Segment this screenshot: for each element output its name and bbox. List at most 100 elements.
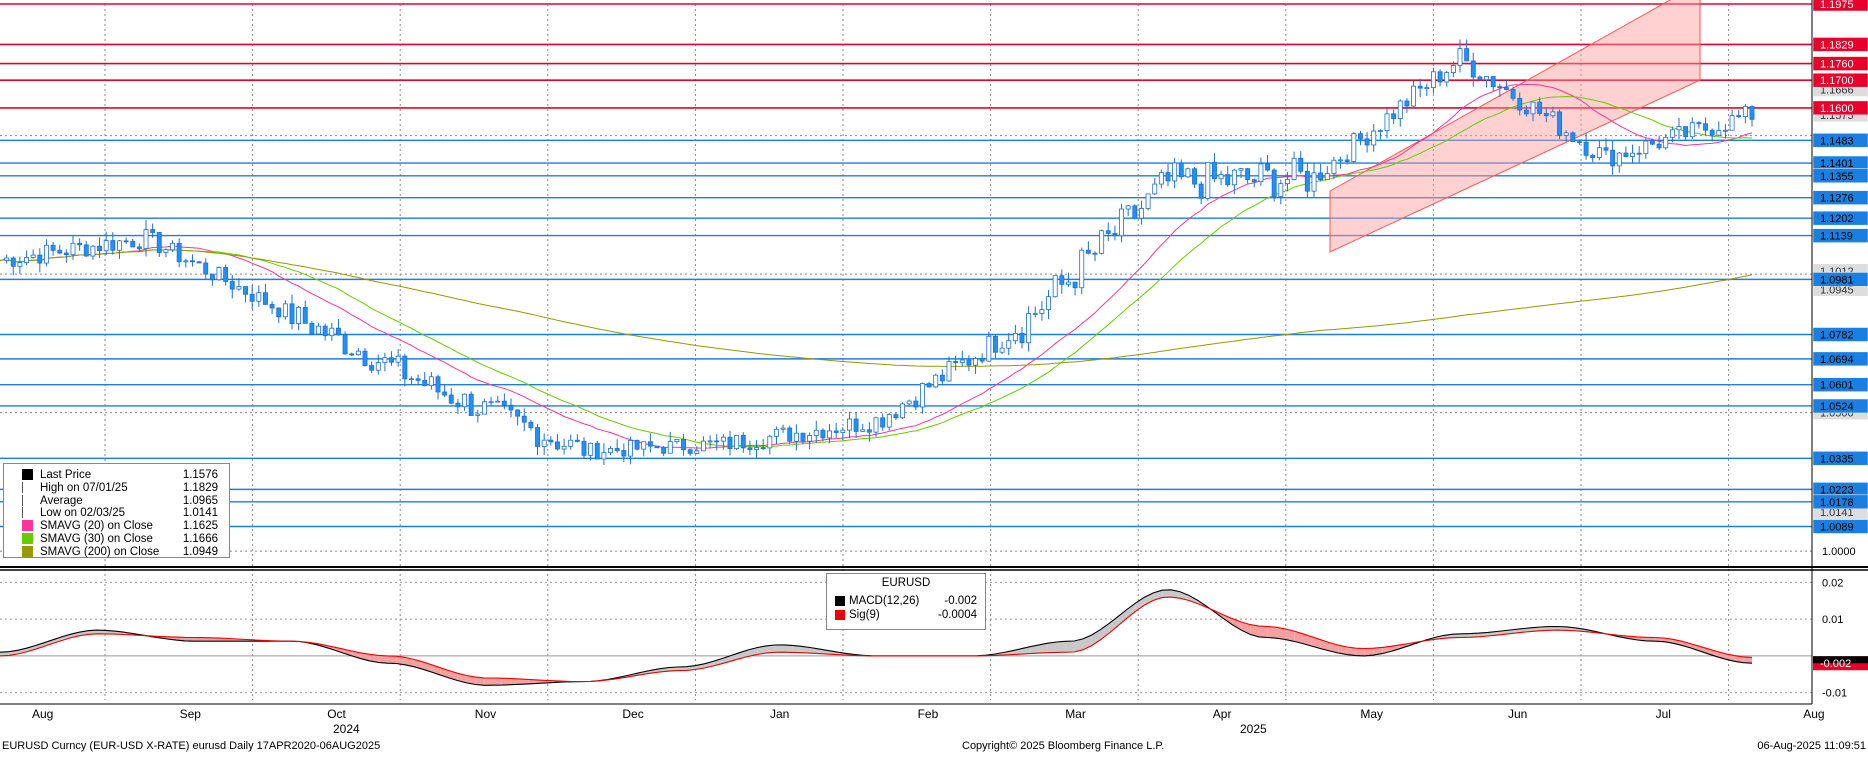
candle-down [1583, 141, 1589, 156]
month-label: Jan [770, 707, 789, 721]
candle-up [886, 414, 892, 428]
legend-item: SMAVG (20) on Close 1.1625 [10, 519, 224, 533]
month-label: Jul [1656, 707, 1671, 721]
month-label: Dec [622, 707, 643, 721]
candle-up [1032, 313, 1038, 315]
candle-up [873, 417, 879, 433]
candle-up [1079, 249, 1085, 289]
candle-down [820, 429, 826, 439]
candle-down [176, 242, 182, 263]
candle-down [647, 441, 653, 447]
candle-down [203, 262, 209, 275]
candle-up [1716, 130, 1722, 136]
candle-up [90, 245, 96, 257]
candle-up [1145, 193, 1151, 209]
candle-down [681, 439, 686, 451]
candle-down [442, 391, 448, 396]
macd-value-tag-top [1813, 656, 1868, 664]
candle-up [236, 286, 242, 290]
candle-up [395, 355, 401, 363]
candle-down [402, 355, 408, 380]
candle-down [515, 409, 521, 417]
macd-histogram-fill [1065, 640, 1075, 653]
candle-down [1251, 179, 1257, 183]
moving-average-line [0, 249, 1753, 367]
candle-up [282, 303, 288, 318]
macd-histogram-fill [1144, 592, 1154, 606]
candle-down [714, 440, 720, 443]
candle-down [50, 244, 56, 251]
candle-down [913, 400, 919, 408]
candle-down [953, 361, 959, 363]
candle-up [1384, 113, 1390, 131]
candle-up [1550, 111, 1556, 117]
candle-up [1311, 172, 1317, 192]
red-square-icon [835, 610, 845, 620]
legend-label: Last Price [40, 469, 92, 481]
chart-frame [0, 0, 1868, 705]
candle-down [342, 334, 348, 355]
macd-y-tick: 0.02 [1822, 577, 1843, 589]
month-label: Oct [327, 707, 346, 721]
candle-up [793, 432, 799, 442]
macd-histogram-fill [1056, 641, 1066, 653]
footer-security-info: EURUSD Curncy (EUR-USD X-RATE) eurusd Da… [2, 740, 381, 752]
candle-down [614, 448, 620, 451]
candle-down [521, 415, 527, 423]
average-marker-icon [22, 494, 29, 506]
candle-down [1271, 169, 1277, 197]
price-tag [1812, 272, 1868, 287]
candle-up [641, 441, 647, 450]
candle-down [263, 292, 268, 305]
candle-down [1364, 138, 1370, 146]
candle-up [707, 440, 713, 443]
year-label: 2024 [333, 722, 360, 736]
macd-histogram-fill [1162, 589, 1171, 598]
price-tag [1812, 327, 1868, 342]
candle-down [1650, 140, 1655, 145]
candle-up [1563, 132, 1569, 136]
candle-up [482, 401, 487, 415]
candle-down [1178, 162, 1184, 178]
candle-down [574, 439, 580, 442]
price-tag-label: 1.0945 [1820, 284, 1854, 296]
month-label: Aug [1803, 707, 1824, 721]
candle-up [1663, 136, 1669, 149]
macd-histogram-fill [1100, 623, 1110, 640]
macd-histogram-fill [378, 655, 388, 664]
candle-up [906, 400, 912, 405]
candle-down [156, 232, 162, 253]
macd-histogram-fill [1294, 631, 1303, 644]
candle-up [847, 418, 852, 431]
candle-down [501, 400, 507, 406]
candle-up [382, 357, 388, 363]
candle-up [999, 347, 1005, 353]
macd-histogram-fill [1338, 645, 1348, 655]
macd-histogram-fill [1118, 609, 1127, 626]
macd-histogram-fill [1030, 644, 1039, 654]
candle-down [1543, 113, 1549, 117]
candle-down [654, 445, 660, 449]
macd-histogram-fill [1003, 650, 1013, 656]
candle-up [1530, 101, 1536, 115]
candle-down [63, 252, 69, 256]
candle-up [1424, 87, 1430, 89]
macd-histogram-fill [413, 659, 423, 670]
candle-up [1331, 159, 1337, 174]
black-square-icon [835, 596, 845, 606]
candle-up [495, 400, 501, 403]
macd-histogram-fill [1038, 643, 1048, 654]
candle-up [1351, 133, 1357, 162]
candle-down [1636, 152, 1642, 155]
candle-down [37, 254, 43, 264]
macd-histogram-fill [193, 637, 203, 642]
legend-item: Last Price 1.1576 [10, 468, 224, 482]
legend-value: 1.1829 [182, 481, 218, 494]
price-tag-label: 1.0089 [1820, 521, 1854, 533]
candle-up [1377, 130, 1383, 132]
candle-down [57, 249, 63, 254]
candle-down [787, 427, 793, 442]
candle-down [866, 429, 872, 433]
candle-down [1683, 126, 1689, 138]
price-tag-label: 1.0601 [1820, 380, 1854, 392]
